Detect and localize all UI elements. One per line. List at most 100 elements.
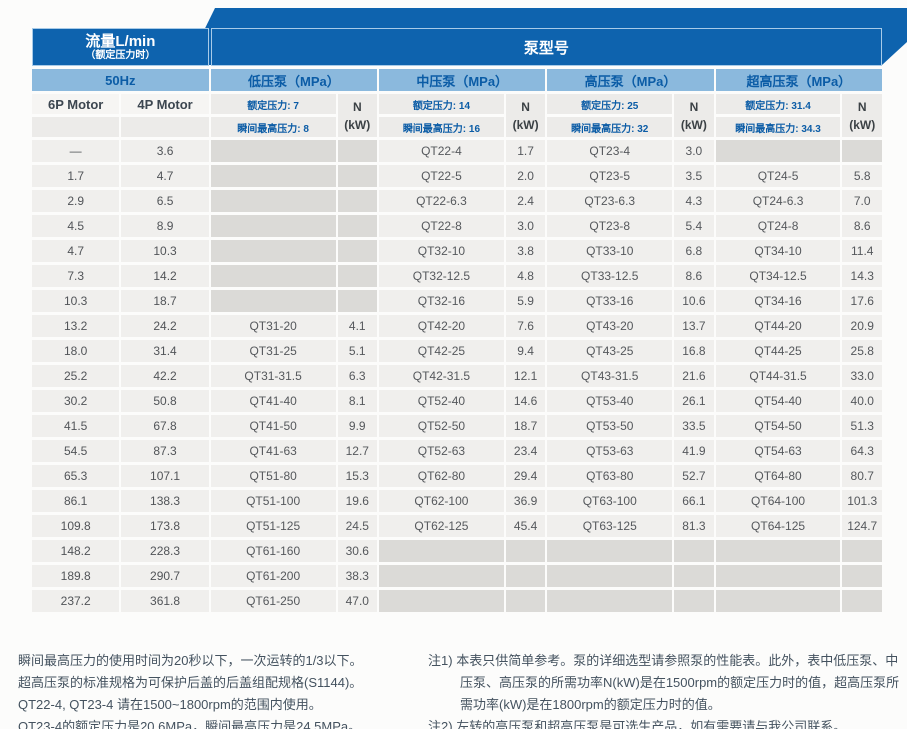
power-kw-cell: 7.6: [505, 315, 546, 337]
power-kw-cell: 45.4: [505, 515, 546, 537]
header-row-main: 流量L/min （额定压力时） 泵型号: [32, 28, 882, 66]
flow-6p-cell: 86.1: [32, 490, 120, 512]
pump-model-cell: QT61-250: [210, 590, 336, 612]
power-kw-cell: 14.6: [505, 390, 546, 412]
pump-model-cell: QT34-16: [715, 290, 841, 312]
flow-6p-cell: 109.8: [32, 515, 120, 537]
power-kw-cell: 25.8: [842, 340, 882, 362]
power-kw-cell: [337, 265, 378, 287]
pump-model-cell: QT62-80: [379, 465, 504, 487]
pump-model-cell: QT43-20: [547, 315, 673, 337]
pump-model-cell: QT44-31.5: [715, 365, 841, 387]
power-kw-cell: 47.0: [337, 590, 378, 612]
pump-spec-table-container: 流量L/min （额定压力时） 泵型号 50Hz 低压泵（MPa） 中压泵（MP…: [30, 25, 884, 615]
pump-model-cell: [379, 565, 504, 587]
power-kw-cell: [505, 565, 546, 587]
power-kw-cell: 21.6: [674, 365, 714, 387]
flow-6p-cell: 7.3: [32, 265, 120, 287]
rated-pressure-medium: 额定压力: 14: [379, 94, 504, 114]
power-kw-cell: 6.8: [674, 240, 714, 262]
table-row: 86.1 138.3 QT51-100 19.6 QT62-100 36.9 QT63-10…: [32, 490, 882, 512]
pump-model-cell: QT52-40: [379, 390, 504, 412]
power-kw-cell: 5.4: [674, 215, 714, 237]
flow-4p-cell: 87.3: [121, 440, 209, 462]
flow-4p-cell: 173.8: [121, 515, 209, 537]
pump-model-cell: QT22-4: [379, 140, 504, 162]
pump-model-cell: QT22-5: [379, 165, 504, 187]
pump-model-cell: QT64-100: [715, 490, 841, 512]
power-kw-cell: 19.6: [337, 490, 378, 512]
pump-model-cell: QT24-5: [715, 165, 841, 187]
power-kw-cell: 29.4: [505, 465, 546, 487]
pump-model-cell: QT31-31.5: [210, 365, 336, 387]
power-kw-cell: 16.8: [674, 340, 714, 362]
flow-4p-cell: 50.8: [121, 390, 209, 412]
peak-pressure-low: 瞬间最高压力: 8: [210, 117, 336, 137]
section-header-high-pressure: 高压泵（MPa）: [547, 69, 714, 91]
power-kw-cell: 3.5: [674, 165, 714, 187]
pump-model-cell: QT34-12.5: [715, 265, 841, 287]
pump-model-cell: [210, 240, 336, 262]
pump-model-cell: QT22-8: [379, 215, 504, 237]
power-n-label: N: [352, 99, 362, 114]
power-kw-cell: 124.7: [842, 515, 882, 537]
flow-4p-cell: 42.2: [121, 365, 209, 387]
table-row: —3.6 QT22-4 1.7 QT23-4 3.0: [32, 140, 882, 162]
power-kw-cell: 64.3: [842, 440, 882, 462]
flow-6p-cell: 54.5: [32, 440, 120, 462]
pump-model-cell: [715, 540, 841, 562]
footnotes-right: 注1) 本表只供简单参考。泵的详细选型请参照泵的性能表。此外，表中低压泵、中压泵…: [428, 650, 900, 729]
footnote-line: 瞬间最高压力的使用时间为20秒以下，一次运转的1/3以下。: [18, 653, 363, 668]
power-kw-cell: 24.5: [337, 515, 378, 537]
pump-model-cell: [210, 215, 336, 237]
table-row: 189.8 290.7 QT61-200 38.3: [32, 565, 882, 587]
flow-4p-cell: 10.3: [121, 240, 209, 262]
pump-model-cell: [547, 590, 673, 612]
motor-6p-label: 6P Motor: [32, 94, 120, 114]
pump-model-cell: QT33-16: [547, 290, 673, 312]
flow-title: 流量L/min: [85, 32, 156, 50]
table-row: 10.3 18.7 QT32-16 5.9 QT33-16 10.6 QT34-16 17.6: [32, 290, 882, 312]
power-kw-cell: 12.1: [505, 365, 546, 387]
pump-model-cell: QT53-50: [547, 415, 673, 437]
power-kw-cell: 2.4: [505, 190, 546, 212]
pump-model-cell: QT43-31.5: [547, 365, 673, 387]
pump-spec-table: 流量L/min （额定压力时） 泵型号 50Hz 低压泵（MPa） 中压泵（MP…: [30, 25, 884, 615]
flow-6p-cell: —: [32, 140, 120, 162]
pump-model-cell: QT53-40: [547, 390, 673, 412]
power-kw-cell: [842, 540, 882, 562]
power-kw-cell: [842, 140, 882, 162]
pump-model-cell: QT64-125: [715, 515, 841, 537]
power-kw-cell: 6.3: [337, 365, 378, 387]
power-kw-cell: 15.3: [337, 465, 378, 487]
power-kw-cell: 5.1: [337, 340, 378, 362]
footnotes: 瞬间最高压力的使用时间为20秒以下，一次运转的1/3以下。 超高压泵的标准规格为…: [18, 650, 900, 729]
pump-model-cell: QT44-25: [715, 340, 841, 362]
flow-6p-cell: 18.0: [32, 340, 120, 362]
footnote-text: 本表只供简单参考。泵的详细选型请参照泵的性能表。此外，表中低压泵、中压泵、高压泵…: [456, 653, 900, 712]
table-row: 7.3 14.2 QT32-12.5 4.8 QT33-12.5 8.6 QT34-12.5…: [32, 265, 882, 287]
flow-6p-cell: 10.3: [32, 290, 120, 312]
power-kw-cell: 17.6: [842, 290, 882, 312]
pump-model-cell: QT42-25: [379, 340, 504, 362]
pump-model-cell: QT42-20: [379, 315, 504, 337]
header-row-categories: 50Hz 低压泵（MPa） 中压泵（MPa） 高压泵（MPa） 超高压泵（MPa…: [32, 69, 882, 91]
motor-6p-spacer: [32, 117, 120, 137]
footnote-note1: 注1) 本表只供简单参考。泵的详细选型请参照泵的性能表。此外，表中低压泵、中压泵…: [428, 650, 900, 716]
flow-4p-cell: 3.6: [121, 140, 209, 162]
table-row: 25.2 42.2 QT31-31.5 6.3 QT42-31.5 12.1 QT43-31…: [32, 365, 882, 387]
flow-6p-cell: 65.3: [32, 465, 120, 487]
flow-6p-cell: 2.9: [32, 190, 120, 212]
pump-model-cell: QT52-63: [379, 440, 504, 462]
pump-model-cell: QT44-20: [715, 315, 841, 337]
power-kw-cell: 3.0: [505, 215, 546, 237]
power-kw-cell: 8.6: [842, 215, 882, 237]
pump-model-cell: QT23-4: [547, 140, 673, 162]
pump-model-cell: QT24-6.3: [715, 190, 841, 212]
flow-6p-cell: 4.5: [32, 215, 120, 237]
power-header-low: N (kW): [337, 94, 378, 137]
pump-model-cell: QT51-100: [210, 490, 336, 512]
table-row: 2.9 6.5 QT22-6.3 2.4 QT23-6.3 4.3 QT24-6.3 7.0: [32, 190, 882, 212]
pump-model-cell: QT54-40: [715, 390, 841, 412]
flow-header-cell: 流量L/min （额定压力时）: [32, 28, 209, 66]
